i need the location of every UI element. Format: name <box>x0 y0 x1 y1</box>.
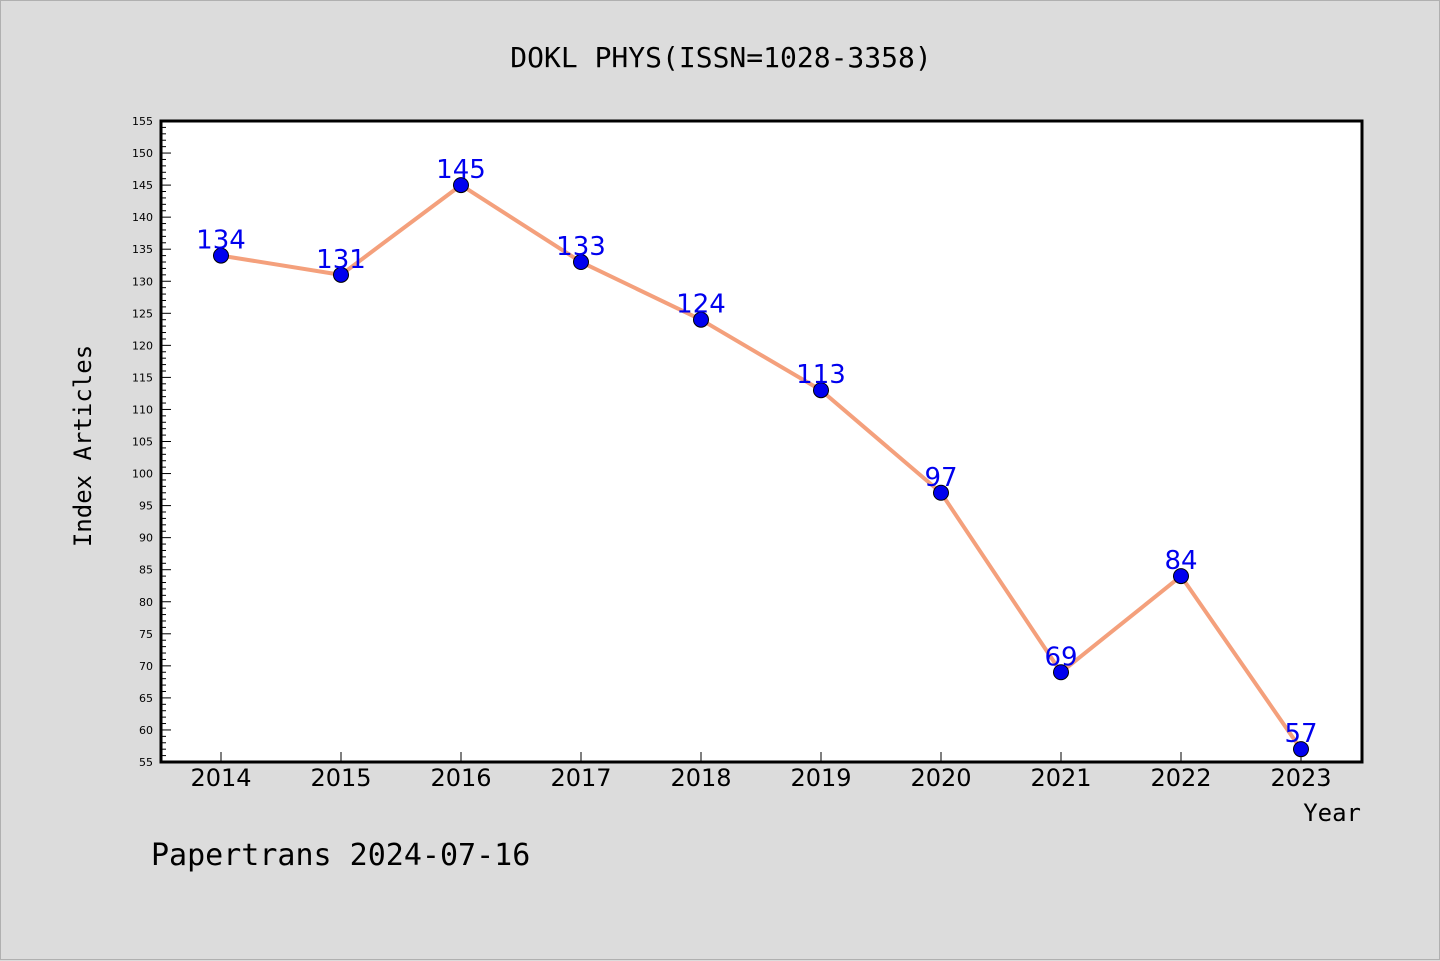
data-label: 124 <box>676 290 726 320</box>
y-tick-label: 105 <box>132 436 153 449</box>
data-label: 134 <box>196 226 246 256</box>
y-tick-label: 80 <box>139 596 153 609</box>
y-tick-label: 140 <box>132 211 153 224</box>
x-tick-label: 2016 <box>430 764 491 792</box>
data-point <box>573 254 589 271</box>
y-tick-label: 90 <box>139 532 153 545</box>
data-label: 57 <box>1284 719 1317 749</box>
y-tick-label: 70 <box>139 660 153 673</box>
x-tick-label: 2018 <box>670 764 731 792</box>
x-tick-label: 2019 <box>790 764 851 792</box>
footer-credit: Papertrans 2024-07-16 <box>151 838 530 873</box>
plot-area <box>159 119 1364 764</box>
y-tick-label: 100 <box>132 468 153 481</box>
x-tick-label: 2014 <box>190 764 251 792</box>
chart-title: DOKL PHYS(ISSN=1028-3358) <box>510 41 931 74</box>
y-tick-label: 150 <box>132 147 153 160</box>
data-label: 113 <box>796 360 846 390</box>
y-tick-label: 125 <box>132 307 153 320</box>
y-tick-label: 120 <box>132 339 153 352</box>
y-tick-label: 145 <box>132 179 153 192</box>
x-axis: 2014 2015 2016 2017 2018 2019 2020 2021 2022 2023 <box>190 752 1332 792</box>
series: 134 131 145 133 124 113 97 69 84 57 <box>196 155 1318 758</box>
data-point <box>693 311 709 328</box>
y-tick-label: 60 <box>139 724 153 737</box>
y-tick-label: 85 <box>139 564 153 577</box>
data-label: 133 <box>556 232 606 262</box>
data-label: 145 <box>436 155 486 185</box>
y-tick-label: 135 <box>132 243 153 256</box>
data-point <box>813 382 829 399</box>
y-axis-label: Index Articles <box>69 345 97 547</box>
data-point <box>933 484 949 501</box>
data-label: 97 <box>924 463 957 493</box>
x-tick-label: 2015 <box>310 764 371 792</box>
data-point <box>1293 741 1309 758</box>
y-tick-label: 110 <box>132 403 153 416</box>
data-point <box>213 247 229 264</box>
data-point <box>333 266 349 283</box>
data-label: 131 <box>316 245 366 275</box>
data-point <box>1173 568 1189 585</box>
y-tick-label: 155 <box>132 115 153 128</box>
y-axis: 55 60 65 70 75 80 85 90 95 100 105 110 115 120 125 130 1… <box>132 115 171 769</box>
x-tick-label: 2021 <box>1030 764 1091 792</box>
y-tick-label: 130 <box>132 275 153 288</box>
x-tick-label: 2017 <box>550 764 611 792</box>
y-tick-label: 65 <box>139 692 153 705</box>
y-tick-label: 115 <box>132 371 153 384</box>
x-tick-label: 2022 <box>1150 764 1211 792</box>
x-tick-label: 2020 <box>910 764 971 792</box>
data-label: 84 <box>1164 546 1197 576</box>
data-point <box>453 177 469 194</box>
x-tick-label: 2023 <box>1270 764 1331 792</box>
series-line <box>220 183 1303 751</box>
y-tick-label: 55 <box>139 756 153 769</box>
y-tick-label: 95 <box>139 500 153 513</box>
y-tick-label: 75 <box>139 628 153 641</box>
data-label: 69 <box>1044 642 1077 672</box>
x-axis-label: Year <box>1303 799 1361 827</box>
data-point <box>1053 664 1069 681</box>
